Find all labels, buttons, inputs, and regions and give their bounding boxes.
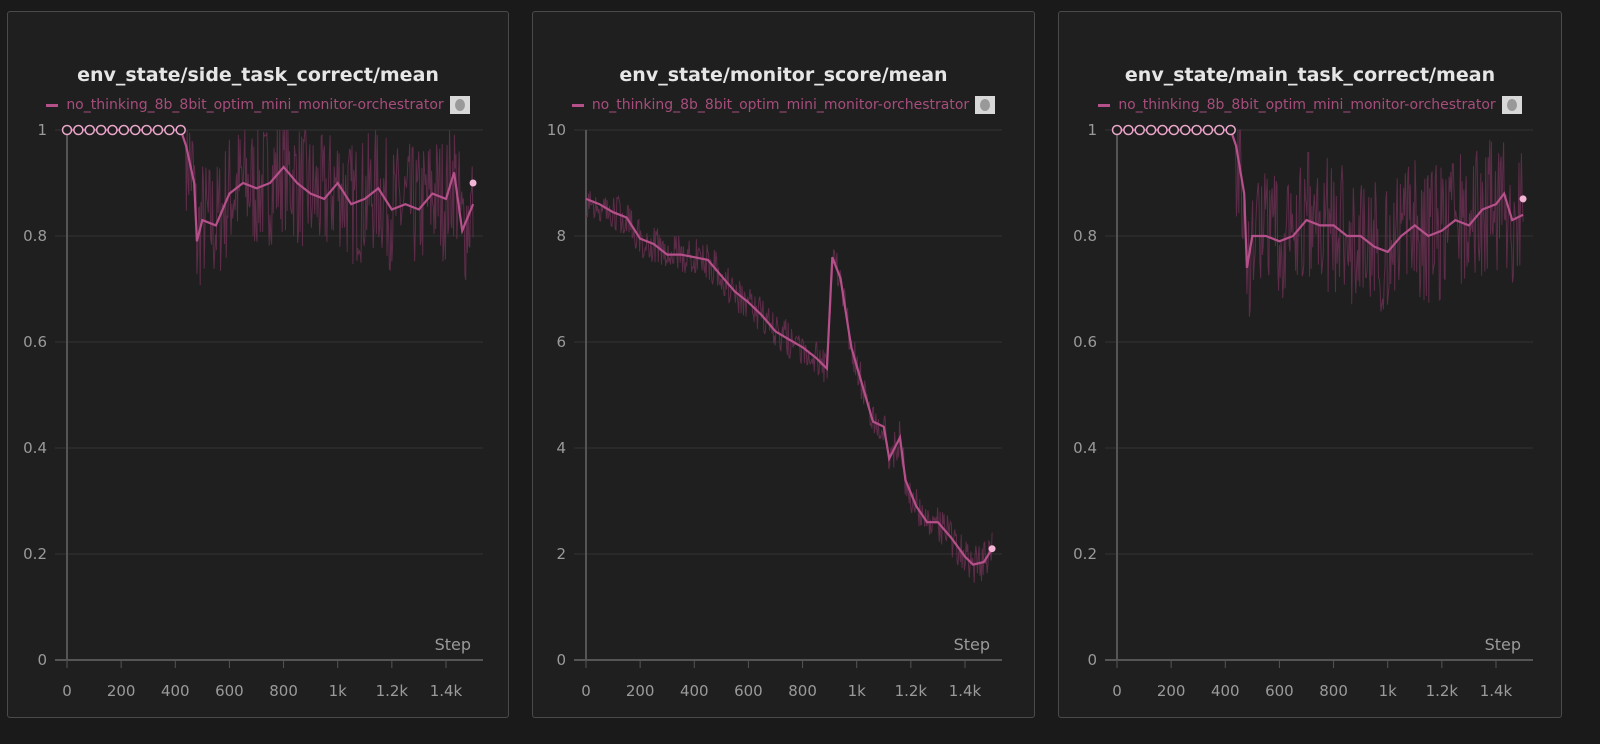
data-point-marker: [1123, 124, 1134, 136]
x-tick-label: 1.4k: [1480, 682, 1513, 700]
y-tick-label: 0: [556, 651, 566, 669]
end-point-marker: [1519, 195, 1527, 203]
eye-icon[interactable]: [1501, 96, 1522, 114]
series-line: [1117, 128, 1524, 268]
data-point-marker: [118, 124, 130, 136]
data-point-marker: [1157, 124, 1168, 136]
end-point-marker: [988, 545, 996, 553]
y-tick-label: 0.2: [23, 545, 47, 563]
y-tick-label: 0.4: [23, 439, 47, 457]
y-tick-label: 0.8: [23, 227, 47, 245]
y-tick-label: 6: [556, 333, 566, 351]
x-tick-label: 1k: [329, 682, 348, 700]
y-tick-label: 0: [1087, 651, 1097, 669]
data-point-marker: [129, 124, 141, 136]
chart-title: env_state/main_task_correct/mean: [1124, 64, 1496, 86]
x-tick-label: 1.4k: [949, 682, 982, 700]
eye-icon[interactable]: [975, 96, 996, 114]
x-tick-label: 200: [1157, 682, 1186, 700]
x-tick-label: 0: [62, 682, 72, 700]
series-line: [67, 128, 475, 242]
legend-swatch: [1098, 103, 1111, 107]
legend: no_thinking_8b_8bit_optim_mini_monitor-o…: [1059, 96, 1561, 114]
data-point-marker: [1145, 124, 1157, 136]
chart-panel-side-task-correct: env_state/side_task_correct/mean no_thin…: [7, 11, 509, 718]
data-point-marker: [1225, 124, 1236, 136]
x-axis-label: Step: [435, 635, 471, 654]
y-tick-label: 1: [1087, 121, 1097, 139]
x-tick-label: 600: [734, 682, 763, 700]
data-point-marker: [61, 124, 73, 136]
y-tick-label: 0.6: [23, 333, 47, 351]
data-point-marker: [73, 124, 84, 136]
x-tick-label: 200: [107, 682, 136, 700]
data-point-marker: [1168, 124, 1180, 136]
y-tick-label: 0.4: [1073, 439, 1097, 457]
chart-panel-main-task-correct: env_state/main_task_correct/mean no_thin…: [1058, 11, 1562, 718]
x-tick-label: 1.2k: [376, 682, 409, 700]
x-tick-label: 400: [680, 682, 709, 700]
y-tick-label: 8: [556, 227, 566, 245]
eye-icon[interactable]: [449, 96, 470, 114]
data-point-marker: [1214, 124, 1225, 136]
y-tick-label: 0: [37, 651, 47, 669]
y-tick-label: 0.8: [1073, 227, 1097, 245]
legend-label: no_thinking_8b_8bit_optim_mini_monitor-o…: [1118, 97, 1496, 113]
data-point-marker: [95, 124, 107, 136]
x-tick-label: 0: [1112, 682, 1122, 700]
data-point-marker: [175, 124, 186, 136]
data-point-marker: [1191, 124, 1202, 136]
x-tick-label: 600: [1265, 682, 1294, 700]
legend-swatch: [571, 103, 584, 107]
chart-title: env_state/monitor_score/mean: [619, 64, 948, 86]
chart-title: env_state/side_task_correct/mean: [77, 64, 439, 86]
chart-plot[interactable]: 0 0.2 0.4 0.6 0.8 1 0 200 400 600 800 1k 1.2k 1.4k Ste…: [1059, 12, 1561, 717]
y-tick-label: 10: [547, 121, 566, 139]
data-point-marker: [1202, 124, 1214, 136]
chart-plot[interactable]: 0 0.2 0.4 0.6 0.8 1 0 200 400 600 800 1k 1.2k 1.4k Ste…: [8, 12, 508, 717]
x-tick-label: 1k: [848, 682, 867, 700]
data-point-marker: [164, 124, 175, 136]
x-axis-label: Step: [1485, 635, 1521, 654]
y-tick-label: 4: [556, 439, 566, 457]
x-tick-label: 200: [626, 682, 655, 700]
legend-swatch: [46, 103, 59, 107]
series-line: [585, 197, 994, 566]
legend-label: no_thinking_8b_8bit_optim_mini_monitor-o…: [591, 97, 970, 113]
data-point-marker: [141, 124, 152, 136]
data-point-marker: [152, 124, 164, 136]
x-tick-label: 1.2k: [895, 682, 928, 700]
chart-plot[interactable]: 0 2 4 6 8 10 0 200 400 600 800 1k 1.2k 1.4k Step: [533, 12, 1034, 717]
x-tick-label: 1.2k: [1426, 682, 1459, 700]
x-tick-label: 1.4k: [430, 682, 463, 700]
data-point-marker: [1179, 124, 1191, 136]
data-point-marker: [107, 124, 118, 136]
chart-panel-monitor-score: env_state/monitor_score/mean no_thinking…: [532, 11, 1035, 718]
x-tick-label: 800: [788, 682, 817, 700]
x-tick-label: 400: [161, 682, 190, 700]
data-point-marker: [1134, 124, 1145, 136]
y-tick-label: 2: [556, 545, 566, 563]
data-point-marker: [84, 124, 95, 136]
raw-series-line: [585, 191, 993, 583]
y-tick-label: 0.6: [1073, 333, 1097, 351]
x-tick-label: 400: [1211, 682, 1240, 700]
x-tick-label: 0: [581, 682, 591, 700]
legend-label: no_thinking_8b_8bit_optim_mini_monitor-o…: [66, 97, 444, 113]
x-tick-label: 600: [215, 682, 244, 700]
end-point-marker: [469, 179, 477, 187]
y-tick-label: 0.2: [1073, 545, 1097, 563]
x-tick-label: 1k: [1379, 682, 1398, 700]
legend: no_thinking_8b_8bit_optim_mini_monitor-o…: [8, 96, 508, 114]
x-axis-label: Step: [954, 635, 990, 654]
x-tick-label: 800: [1319, 682, 1348, 700]
y-tick-label: 1: [37, 121, 47, 139]
x-tick-label: 800: [269, 682, 298, 700]
data-point-marker: [1111, 124, 1123, 136]
legend: no_thinking_8b_8bit_optim_mini_monitor-o…: [533, 96, 1034, 114]
